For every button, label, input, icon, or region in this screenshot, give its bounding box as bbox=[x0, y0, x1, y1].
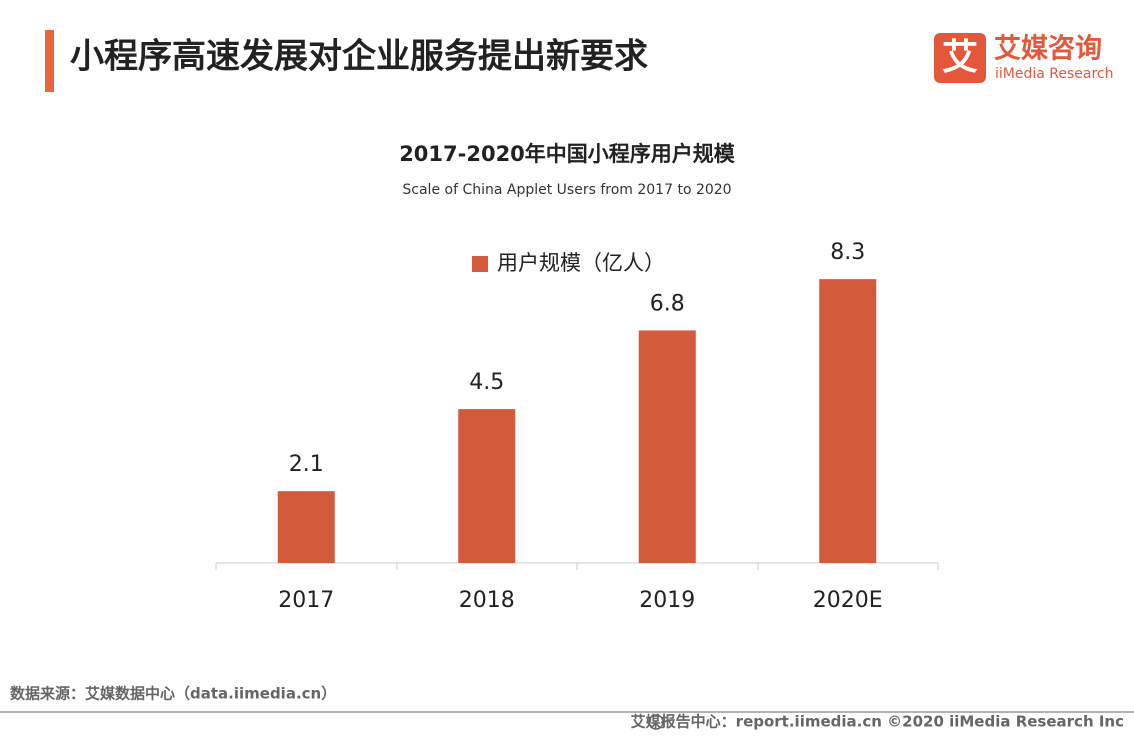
value-label: 4.5 bbox=[469, 370, 504, 395]
logo-icon: 艾 bbox=[942, 37, 978, 78]
bar bbox=[458, 409, 516, 563]
legend-swatch bbox=[472, 256, 488, 272]
x-tick-label: 2020E bbox=[813, 588, 883, 613]
value-label: 2.1 bbox=[289, 452, 324, 477]
legend-label: 用户规模（亿人） bbox=[497, 251, 665, 275]
x-tick-label: 2019 bbox=[639, 588, 695, 613]
logo-icon-box bbox=[934, 33, 986, 83]
logo-name: 艾媒咨询 bbox=[994, 33, 1102, 65]
chart-title: 2017-2020年中国小程序用户规模 bbox=[399, 142, 736, 166]
chart-subtitle: Scale of China Applet Users from 2017 to… bbox=[402, 182, 731, 198]
page-title: 小程序高速发展对企业服务提出新要求 bbox=[70, 37, 648, 77]
bar bbox=[638, 330, 696, 563]
value-label: 8.3 bbox=[830, 240, 865, 265]
value-label: 6.8 bbox=[650, 291, 685, 316]
plot bbox=[215, 562, 939, 570]
logo-en: iiMedia Research bbox=[995, 66, 1114, 82]
x-tick-label: 2017 bbox=[278, 588, 334, 613]
title-accent bbox=[45, 30, 54, 92]
globe-icon bbox=[648, 714, 664, 730]
bar bbox=[277, 491, 335, 563]
footer-credit: 艾媒报告中心：report.iimedia.cn ©2020 iiMedia R… bbox=[631, 713, 1124, 731]
x-tick-label: 2018 bbox=[459, 588, 515, 613]
bar bbox=[819, 279, 877, 563]
source-note: 数据来源：艾媒数据中心（data.iimedia.cn） bbox=[10, 685, 336, 703]
